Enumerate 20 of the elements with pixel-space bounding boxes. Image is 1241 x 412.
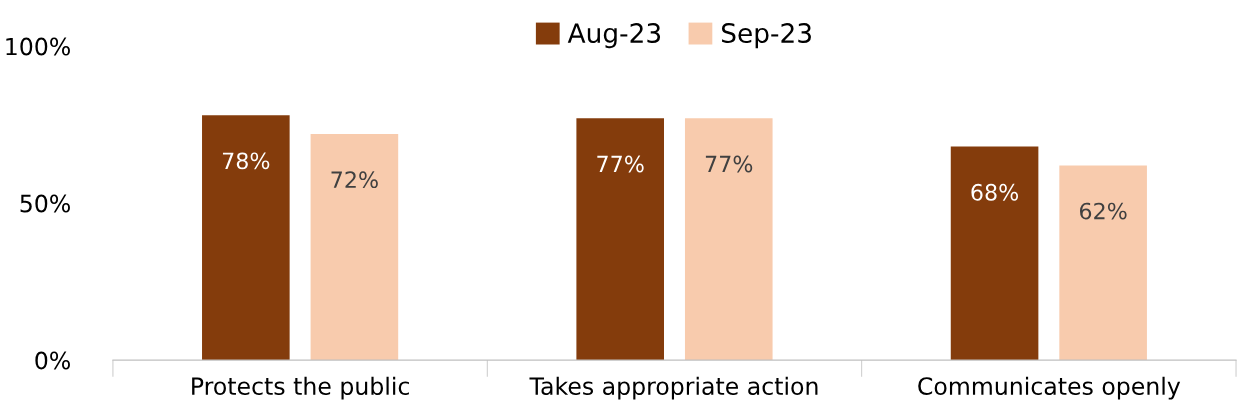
text: 62% — [1079, 202, 1127, 220]
bar — [684, 118, 773, 361]
text: 72% — [331, 171, 378, 189]
legend-label: Sep-23 — [721, 23, 811, 49]
text: 78% — [222, 152, 270, 170]
y-tick-label: 50% — [20, 194, 70, 213]
y-tick-label: 100% — [6, 37, 70, 56]
bar — [310, 134, 399, 361]
x-tick-label: Takes appropriate action — [529, 376, 818, 400]
legend-label: Aug-23 — [567, 23, 661, 49]
text: 68% — [971, 183, 1019, 201]
bar — [576, 118, 664, 361]
x-tick-label: Communicates openly — [918, 376, 1181, 400]
text: 77% — [705, 155, 753, 173]
bar — [950, 146, 1039, 361]
y-tick-label: 0% — [35, 351, 70, 370]
x-tick-label: Protects the public — [192, 376, 409, 400]
bar — [1059, 165, 1147, 361]
bar — [202, 115, 290, 361]
text: 77% — [597, 155, 644, 173]
